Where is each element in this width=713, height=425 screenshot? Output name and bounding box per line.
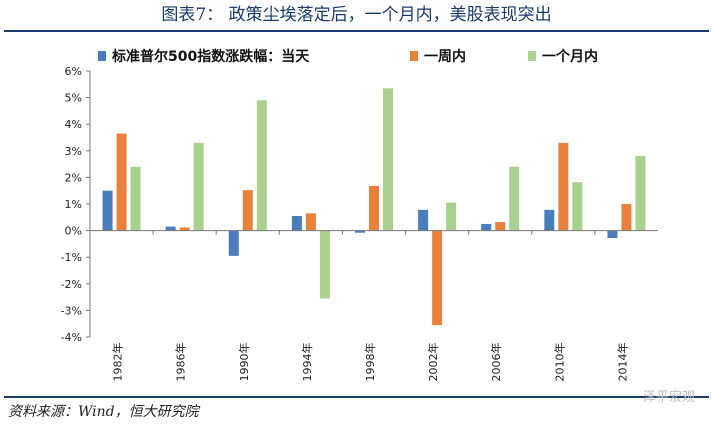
bar — [383, 88, 393, 231]
bar — [165, 226, 176, 231]
bar — [256, 100, 267, 231]
bar — [418, 209, 429, 231]
bar — [355, 230, 365, 233]
y-tick-label: 1% — [65, 198, 82, 211]
footer-rule — [4, 396, 709, 398]
legend-swatch — [98, 51, 106, 61]
legend-swatch — [528, 51, 536, 61]
title-rule — [4, 30, 709, 32]
x-tick-label: 1982年 — [111, 343, 125, 382]
legend: 标准普尔500指数涨跌幅：当天 一周内 一个月内 — [98, 48, 598, 65]
bar — [116, 133, 127, 231]
x-tick-label: 1990年 — [237, 343, 251, 382]
chart-title: 图表7： 政策尘埃落定后，一个月内，美股表现突出 — [161, 5, 552, 25]
y-axis: 6% 5% 4% 3% 2% 1% 0% -1% -2% -3% -4% — [61, 65, 91, 344]
bar — [193, 142, 204, 231]
bar — [495, 222, 506, 231]
y-tick-label: 0% — [65, 225, 82, 238]
bar — [446, 202, 457, 231]
source-note: 资料来源：Wind，恒大研究院 — [8, 404, 199, 420]
legend-swatch — [410, 51, 418, 61]
bar — [572, 182, 583, 231]
bar — [509, 166, 520, 231]
x-tick-label: 1998年 — [363, 343, 377, 382]
y-tick-label: 6% — [65, 65, 82, 78]
y-tick-label: 4% — [65, 118, 82, 131]
y-tick-label: 5% — [65, 92, 82, 105]
bars — [102, 88, 646, 326]
bar — [291, 215, 302, 231]
bar — [369, 185, 379, 231]
bar — [635, 156, 646, 231]
bar — [558, 142, 569, 231]
y-tick-label: 3% — [65, 145, 82, 158]
watermark: 泽平宏观 — [642, 390, 695, 405]
y-tick-label: -2% — [61, 278, 82, 291]
bar — [102, 190, 113, 231]
legend-label: 标准普尔500指数涨跌幅：当天 — [111, 48, 310, 65]
y-tick-label: 2% — [65, 171, 82, 184]
x-tick-label: 2014年 — [615, 343, 629, 382]
bar — [481, 223, 492, 231]
bar — [179, 227, 190, 231]
bar — [607, 230, 618, 239]
x-axis: 1982年 1986年 1990年 1994年 1998年 2002年 2006年 2010年… — [89, 230, 658, 382]
bar — [228, 230, 239, 256]
x-tick-label: 2006年 — [489, 343, 503, 382]
x-tick-label: 2002年 — [426, 343, 440, 382]
bar — [130, 166, 141, 231]
y-tick-label: -3% — [61, 304, 82, 317]
bar — [319, 230, 330, 299]
bar — [305, 213, 316, 231]
x-tick-label: 2010年 — [552, 343, 566, 382]
y-tick-label: -4% — [61, 331, 82, 344]
x-tick-label: 1986年 — [174, 343, 188, 382]
x-tick-label: 1994年 — [300, 343, 314, 382]
y-tick-label: -1% — [61, 251, 82, 264]
bar — [621, 204, 632, 231]
bar-chart: 标准普尔500指数涨跌幅：当天 一周内 一个月内 6% 5% 4% 3% 2% 1% 0% -1%… — [61, 48, 658, 382]
bar — [432, 230, 443, 326]
bar — [242, 190, 253, 231]
legend-label: 一个月内 — [542, 48, 598, 65]
bar — [544, 209, 555, 231]
legend-label: 一周内 — [424, 48, 466, 65]
